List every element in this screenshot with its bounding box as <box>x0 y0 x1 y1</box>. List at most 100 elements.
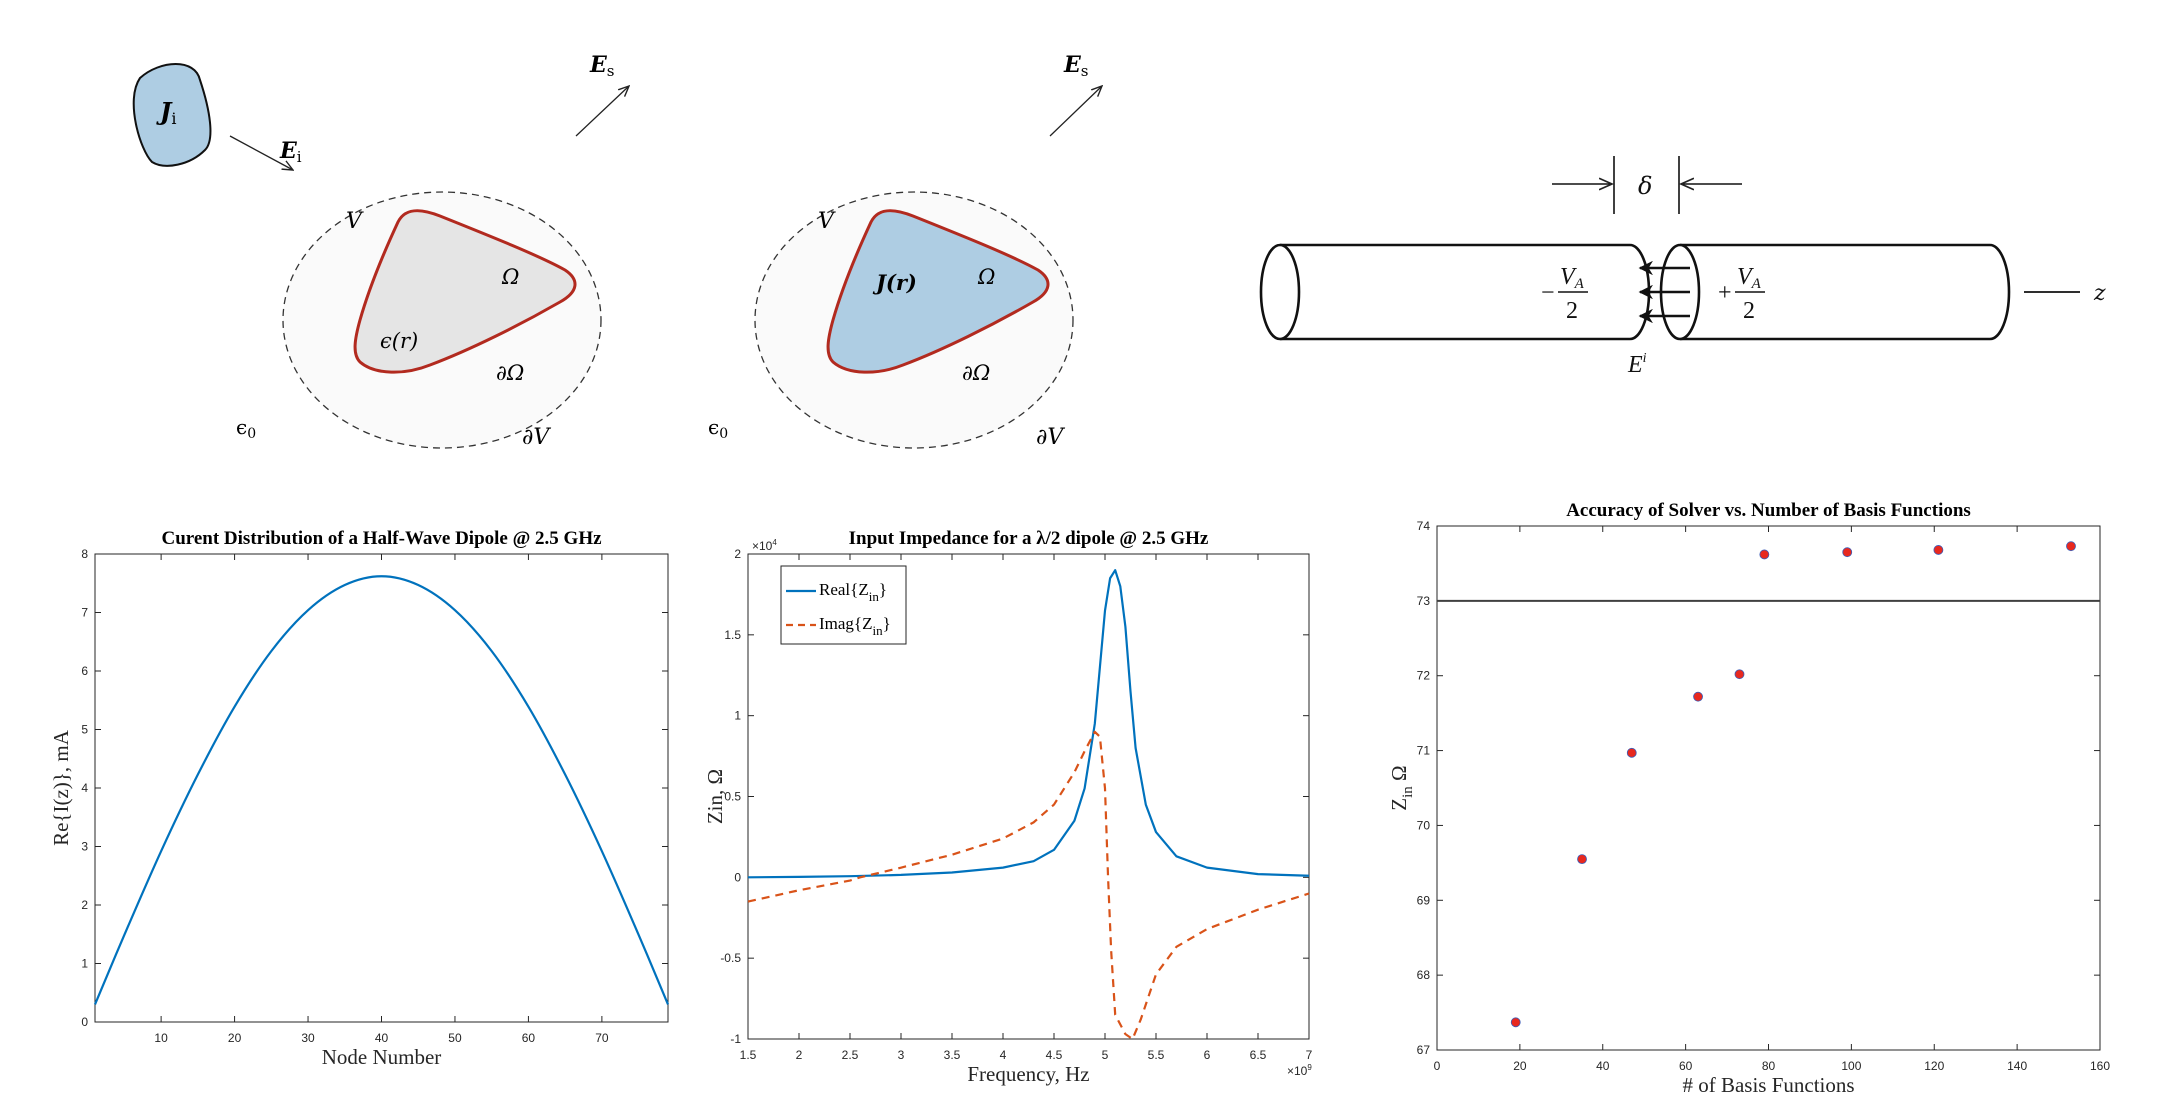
right-voltage-denominator: 2 <box>1743 298 1755 324</box>
z-axis-label: z <box>2093 281 2106 306</box>
x-multiplier-base: ×10 <box>1287 1064 1308 1078</box>
y-tick-label: 0 <box>734 870 741 884</box>
scattered-subscript: s <box>1081 62 1089 80</box>
source-region-shape <box>132 63 212 167</box>
region-label: Ω <box>977 265 995 289</box>
data-point <box>1933 545 1944 555</box>
x-tick-label: 6 <box>1204 1048 1211 1062</box>
y-axis-label: Zin, Ω <box>703 769 727 824</box>
scattering-diagram: Ji Ei Es V Ω ϵ(r) ∂Ω ∂V ϵ0 <box>132 52 629 450</box>
x-tick-label: 7 <box>1306 1048 1313 1062</box>
input-impedance-chart: 1.5 2 2.5 3 3.5 4 4.5 5 5.5 6 6.5 7 -1 -0.5 0 0.5 1 1.5 2 I… <box>703 528 1313 1086</box>
source-symbol: J <box>156 97 173 126</box>
x-tick-label: 80 <box>1762 1059 1776 1073</box>
x-tick-label: 6.5 <box>1250 1048 1267 1062</box>
plot-frame <box>94 553 669 1023</box>
x-tick-label: 40 <box>375 1031 389 1045</box>
series-line-imag <box>747 730 1310 1041</box>
x-tick-label: 2 <box>796 1048 803 1062</box>
x-tick-label: 20 <box>1513 1059 1527 1073</box>
background-permittivity-label: ϵ0 <box>708 415 728 442</box>
data-point <box>1510 1017 1521 1028</box>
source-subscript: i <box>171 109 176 128</box>
right-voltage-label: + VA 2 <box>1718 264 1765 324</box>
y-tick-label: 2 <box>734 547 741 561</box>
x-tick-label: 4 <box>1000 1048 1007 1062</box>
y-tick-label: 74 <box>1417 519 1431 533</box>
series-line-real <box>93 575 670 1005</box>
gap-width-marker <box>1552 156 1742 214</box>
radiation-diagram: Es V J(r) Ω ∂Ω ∂V ϵ0 <box>708 52 1102 450</box>
background-symbol: ϵ <box>708 415 719 439</box>
x-tick-label: 4.5 <box>1046 1048 1063 1062</box>
y-tick-label: 6 <box>81 664 88 678</box>
x-tick-label: 10 <box>154 1031 168 1045</box>
solver-accuracy-chart: 0 20 40 60 80 100 120 140 160 67 68 69 70 71 72 73 74 Acc… <box>1387 500 2110 1097</box>
x-tick-label: 3 <box>898 1048 905 1062</box>
y-tick-label: 70 <box>1417 818 1431 832</box>
impressed-field-arrows <box>1638 260 1690 324</box>
right-voltage-sign: + <box>1718 280 1732 306</box>
legend-box <box>780 565 907 645</box>
impressed-field-label: Ei <box>1627 351 1647 378</box>
x-tick-label: 3.5 <box>944 1048 961 1062</box>
legend-entry: Real{Zin} <box>819 580 887 604</box>
left-voltage-denominator: 2 <box>1566 298 1578 324</box>
y-tick-label: 8 <box>81 547 88 561</box>
source-current-label: Ji <box>156 97 176 128</box>
background-subscript: 0 <box>719 426 728 442</box>
incident-symbol: E <box>279 138 298 164</box>
gap-label: δ <box>1638 172 1652 200</box>
legend-entry: Imag{Zin} <box>819 614 891 638</box>
svg-text:VA: VA <box>1737 264 1762 292</box>
scatterer-region-shape <box>353 209 577 374</box>
series-line-real <box>747 569 1310 879</box>
y-axis-label-subscript: in <box>1400 786 1416 798</box>
svg-text:VA: VA <box>1560 264 1585 292</box>
background-symbol: ϵ <box>236 415 247 439</box>
x-axis-multiplier: ×109 <box>1287 1063 1312 1078</box>
left-voltage-subscript: A <box>1574 276 1585 292</box>
x-tick-label: 60 <box>1679 1059 1693 1073</box>
x-tick-label: 2.5 <box>842 1048 859 1062</box>
data-point <box>1734 669 1745 680</box>
scattered-symbol: E <box>589 52 608 78</box>
volume-label: V <box>346 209 364 234</box>
incident-field-arrow <box>229 135 293 170</box>
x-tick-label: 5 <box>1102 1048 1109 1062</box>
volume-boundary-label: ∂V <box>1036 425 1065 450</box>
x-tick-label: 50 <box>448 1031 462 1045</box>
data-point <box>1693 691 1703 702</box>
y-tick-label: 69 <box>1417 893 1431 907</box>
y-tick-label: 68 <box>1417 968 1431 982</box>
legend-entry-end: } <box>879 580 887 599</box>
current-density-label: J(r) <box>872 270 917 295</box>
volume-boundary-label: ∂V <box>522 425 551 450</box>
incident-field-label: Ei <box>279 138 302 166</box>
scattered-subscript: s <box>607 62 615 80</box>
dipole-labels: δ − VA 2 + VA 2 Ei z <box>1541 172 2106 378</box>
y-multiplier-base: ×10 <box>752 539 773 553</box>
chart-title: Accuracy of Solver vs. Number of Basis F… <box>1566 500 1971 521</box>
y-tick-label: 1 <box>734 709 741 723</box>
legend-entry-main: Imag{Z <box>819 614 872 633</box>
y-tick-label: 0.5 <box>724 790 741 804</box>
left-dipole-arm <box>1259 243 1651 341</box>
y-tick-label: 1.5 <box>724 628 741 642</box>
x-tick-label: 20 <box>228 1031 242 1045</box>
y-tick-label: 7 <box>81 606 88 620</box>
y-tick-label: 72 <box>1417 669 1431 683</box>
x-tick-label: 100 <box>1841 1059 1861 1073</box>
scattered-field-label: Es <box>1063 52 1088 80</box>
right-dipole-arm <box>1659 243 2011 341</box>
right-voltage-numerator: V <box>1737 264 1754 290</box>
scattered-field-arrow <box>575 86 629 137</box>
y-tick-label: 71 <box>1417 744 1431 758</box>
x-axis-label: Node Number <box>322 1045 442 1069</box>
left-voltage-sign: − <box>1541 280 1555 306</box>
region-boundary-label: ∂Ω <box>496 361 524 385</box>
x-tick-label: 30 <box>301 1031 315 1045</box>
y-tick-label: 4 <box>81 781 88 795</box>
plot-frame <box>1436 525 2101 1051</box>
y-tick-label: 5 <box>81 723 88 737</box>
